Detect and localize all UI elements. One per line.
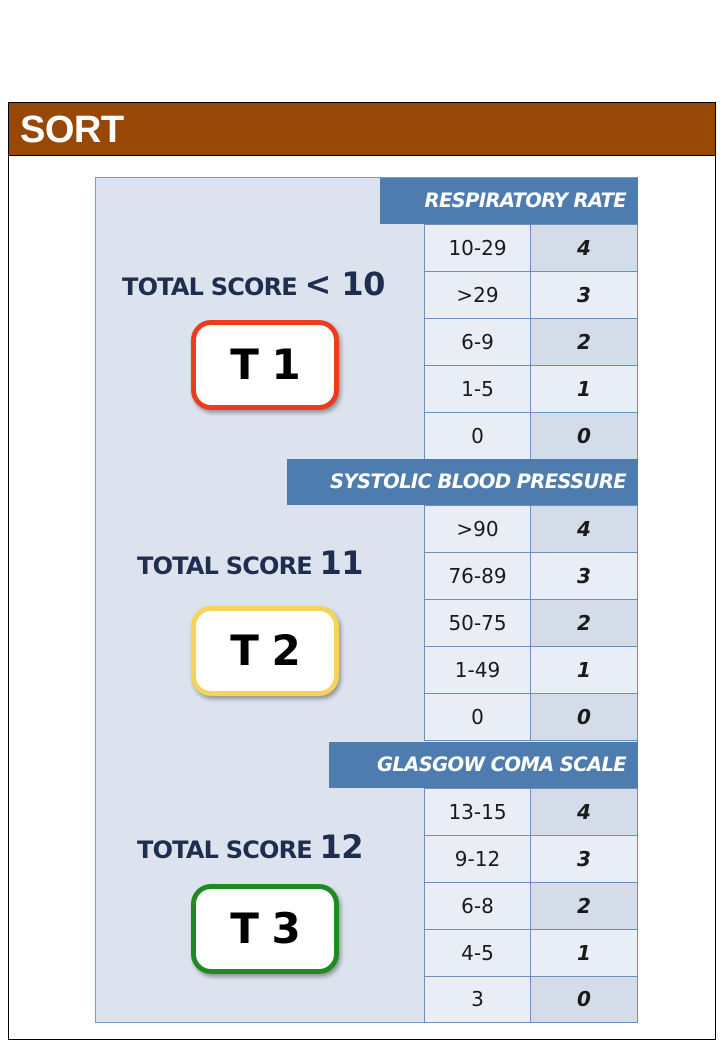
rr-score-cell: 1	[530, 365, 638, 413]
sbp-score-cell: 0	[530, 693, 638, 741]
sort-score-card: RESPIRATORY RATE 10-29 4 >29 3 6-9 2 1-5…	[95, 177, 638, 1023]
total-score-text: TOTAL SCORE	[137, 836, 313, 864]
total-score-text: TOTAL SCORE	[137, 552, 313, 580]
gcs-range-cell: 4-5	[424, 929, 531, 977]
total-score-value: 12	[319, 828, 363, 866]
sbp-score-cell: 3	[530, 552, 638, 600]
gcs-range-cell: 3	[424, 976, 531, 1023]
sbp-range-cell: 0	[424, 693, 531, 741]
slide-title: SORT	[20, 109, 124, 151]
gcs-score-cell: 1	[530, 929, 638, 977]
gcs-range-cell: 13-15	[424, 788, 531, 836]
sbp-range-cell: 76-89	[424, 552, 531, 600]
systolic-blood-pressure-header: SYSTOLIC BLOOD PRESSURE	[287, 459, 638, 505]
sbp-score-cell: 1	[530, 646, 638, 694]
total-score-label-t2: TOTAL SCORE 11	[137, 545, 363, 584]
rr-score-cell: 4	[530, 224, 638, 272]
gcs-score-cell: 3	[530, 835, 638, 883]
sbp-range-cell: >90	[424, 505, 531, 553]
gcs-score-cell: 4	[530, 788, 638, 836]
rr-range-cell: 0	[424, 412, 531, 460]
triage-badge-t3: T 3	[191, 884, 339, 974]
respiratory-rate-header: RESPIRATORY RATE	[380, 178, 638, 224]
sbp-score-cell: 4	[530, 505, 638, 553]
rr-range-cell: 6-9	[424, 318, 531, 366]
title-bar: SORT	[8, 102, 716, 156]
triage-badge-t1: T 1	[191, 320, 339, 410]
gcs-range-cell: 9-12	[424, 835, 531, 883]
rr-range-cell: 1-5	[424, 365, 531, 413]
rr-score-cell: 3	[530, 271, 638, 319]
triage-badge-t2: T 2	[191, 606, 339, 696]
sbp-range-cell: 1-49	[424, 646, 531, 694]
rr-score-cell: 0	[530, 412, 638, 460]
total-score-label-t1: TOTAL SCORE < 10	[122, 266, 385, 305]
total-score-value: < 10	[304, 265, 385, 303]
glasgow-coma-scale-header: GLASGOW COMA SCALE	[329, 742, 638, 788]
total-score-value: 11	[319, 544, 363, 582]
rr-range-cell: >29	[424, 271, 531, 319]
rr-range-cell: 10-29	[424, 224, 531, 272]
total-score-label-t3: TOTAL SCORE 12	[137, 829, 363, 868]
total-score-text: TOTAL SCORE	[122, 273, 298, 301]
gcs-score-cell: 2	[530, 882, 638, 930]
gcs-range-cell: 6-8	[424, 882, 531, 930]
sbp-score-cell: 2	[530, 599, 638, 647]
rr-score-cell: 2	[530, 318, 638, 366]
sbp-range-cell: 50-75	[424, 599, 531, 647]
gcs-score-cell: 0	[530, 976, 638, 1023]
